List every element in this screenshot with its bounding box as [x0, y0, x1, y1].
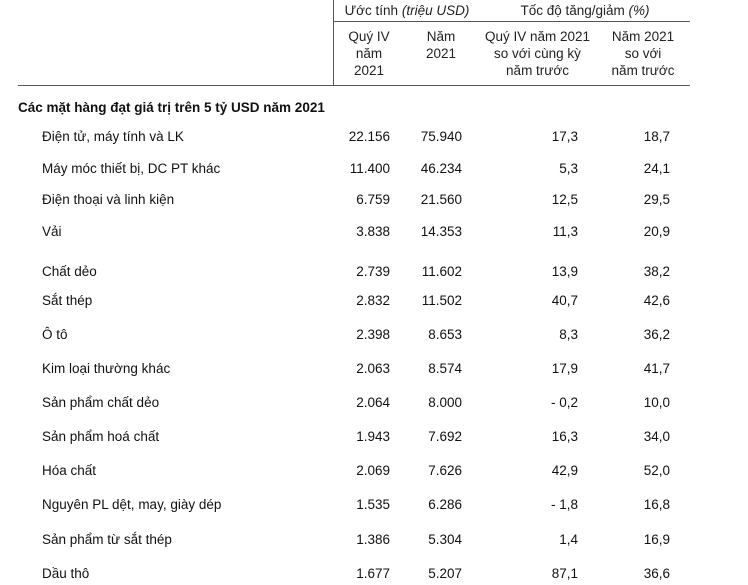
column-header-line: năm trước [611, 63, 675, 78]
row-label: Nguyên PL dệt, may, giày dép [42, 497, 222, 512]
cell-value: 2.398 [356, 327, 390, 342]
cell-value: 17,3 [551, 129, 578, 144]
cell-value: 42,9 [551, 463, 578, 478]
header-bottom-rule [18, 85, 690, 86]
cell-value: 5.304 [428, 532, 462, 547]
row-label: Sản phẩm hoá chất [42, 429, 160, 444]
column-header: Năm 2021 [405, 28, 477, 62]
cell-value: 1.386 [356, 532, 390, 547]
section-title: Các mặt hàng đạt giá trị trên 5 tỷ USD n… [18, 100, 325, 115]
cell-value: 11.400 [349, 161, 390, 176]
cell-value: 36,2 [643, 327, 670, 342]
row-label: Hóa chất [42, 463, 97, 478]
cell-value: 1.535 [356, 497, 390, 512]
cell-value: 7.626 [428, 463, 462, 478]
cell-value: 1.677 [356, 566, 390, 581]
cell-value: 36,6 [643, 566, 670, 581]
cell-value: 5,3 [559, 161, 578, 176]
cell-value: 13,9 [551, 264, 578, 279]
cell-value: 75.940 [420, 129, 462, 144]
column-header-line: Quý IV [348, 29, 390, 44]
column-header-line: Năm [426, 29, 456, 44]
column-header: Năm 2021 so với năm trước [598, 28, 688, 79]
row-label: Điện tử, máy tính và LK [42, 129, 184, 144]
cell-value: 11.602 [421, 264, 462, 279]
cell-value: 14.353 [420, 224, 462, 239]
column-header: Quý IV năm 2021 so với cùng kỳ năm trước [480, 28, 595, 79]
cell-value: 3.838 [356, 224, 390, 239]
row-label: Điện thoại và linh kiện [42, 192, 175, 207]
group-header-note: (triệu USD) [401, 3, 470, 18]
row-label: Vải [42, 224, 62, 239]
cell-value: 11,3 [552, 224, 578, 239]
cell-value: 16,3 [551, 429, 578, 444]
cell-value: 16,9 [643, 532, 670, 547]
cell-value: - 1,8 [550, 497, 578, 512]
cell-value: 40,7 [551, 293, 578, 308]
cell-value: 41,7 [643, 361, 670, 376]
cell-value: 18,7 [643, 129, 670, 144]
cell-value: 1.943 [356, 429, 390, 444]
cell-value: 5.207 [428, 566, 462, 581]
row-label: Kim loại thường khác [42, 361, 171, 376]
row-label: Sản phẩm chất dẻo [42, 395, 160, 410]
row-label: Chất dẻo [42, 264, 97, 279]
row-label: Dầu thô [42, 566, 90, 581]
column-header-line: 2021 [353, 63, 385, 78]
cell-value: 24,1 [643, 161, 670, 176]
cell-value: 42,6 [643, 293, 670, 308]
cell-value: 87,1 [551, 566, 578, 581]
cell-value: 12,5 [551, 192, 578, 207]
cell-value: 2.832 [356, 293, 390, 308]
row-label: Máy móc thiết bị, DC PT khác [42, 161, 221, 176]
cell-value: 16,8 [643, 497, 670, 512]
cell-value: 8.574 [428, 361, 462, 376]
row-label: Sản phẩm từ sắt thép [42, 532, 172, 547]
column-header: Quý IV năm 2021 [338, 28, 400, 79]
cell-value: 7.692 [428, 429, 462, 444]
row-label: Ô tô [42, 327, 68, 342]
cell-value: 20,9 [643, 224, 670, 239]
cell-value: 6.286 [428, 497, 462, 512]
cell-value: 17,9 [551, 361, 578, 376]
column-header-line: năm [355, 46, 383, 61]
cell-value: 38,2 [643, 264, 670, 279]
cell-value: 2.064 [356, 395, 390, 410]
group-header-text: Ước tính [344, 3, 399, 18]
group-header-text: Tốc độ tăng/giảm [520, 3, 625, 18]
row-label: Sắt thép [42, 293, 93, 308]
cell-value: 8.653 [428, 327, 462, 342]
cell-value: 8,3 [559, 327, 578, 342]
cell-value: 10,0 [643, 395, 670, 410]
cell-value: 2.063 [356, 361, 390, 376]
cell-value: 2.069 [356, 463, 390, 478]
group-header-note: (%) [628, 3, 650, 18]
cell-value: 29,5 [643, 192, 670, 207]
cell-value: 8.000 [428, 395, 462, 410]
cell-value: 2.739 [356, 264, 390, 279]
header-rule [333, 21, 690, 22]
column-header-line: 2021 [425, 46, 457, 61]
cell-value: - 0,2 [550, 395, 578, 410]
cell-value: 21.560 [420, 192, 462, 207]
cell-value: 22.156 [348, 129, 390, 144]
column-header-line: Quý IV năm 2021 [484, 29, 591, 44]
group-header: Tốc độ tăng/giảm (%) [480, 2, 690, 19]
group-header: Ước tính (triệu USD) [333, 2, 481, 19]
cell-value: 34,0 [643, 429, 670, 444]
cell-value: 11.502 [421, 293, 462, 308]
cell-value: 1,4 [559, 532, 578, 547]
column-header-line: năm trước [506, 63, 569, 78]
column-divider [333, 0, 334, 86]
cell-value: 6.759 [356, 192, 390, 207]
cell-value: 52,0 [643, 463, 670, 478]
column-header-line: Năm 2021 [611, 29, 675, 44]
column-header-line: so với cùng kỳ [494, 46, 581, 61]
cell-value: 46.234 [420, 161, 462, 176]
column-header-line: so với [624, 46, 662, 61]
